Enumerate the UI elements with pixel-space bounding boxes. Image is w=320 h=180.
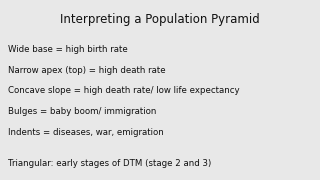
Text: Triangular: early stages of DTM (stage 2 and 3): Triangular: early stages of DTM (stage 2… xyxy=(8,159,211,168)
Text: Wide base = high birth rate: Wide base = high birth rate xyxy=(8,45,128,54)
Text: Indents = diseases, war, emigration: Indents = diseases, war, emigration xyxy=(8,128,164,137)
Text: Concave slope = high death rate/ low life expectancy: Concave slope = high death rate/ low lif… xyxy=(8,86,240,95)
Text: Narrow apex (top) = high death rate: Narrow apex (top) = high death rate xyxy=(8,66,166,75)
Text: Bulges = baby boom/ immigration: Bulges = baby boom/ immigration xyxy=(8,107,156,116)
Text: Interpreting a Population Pyramid: Interpreting a Population Pyramid xyxy=(60,13,260,26)
